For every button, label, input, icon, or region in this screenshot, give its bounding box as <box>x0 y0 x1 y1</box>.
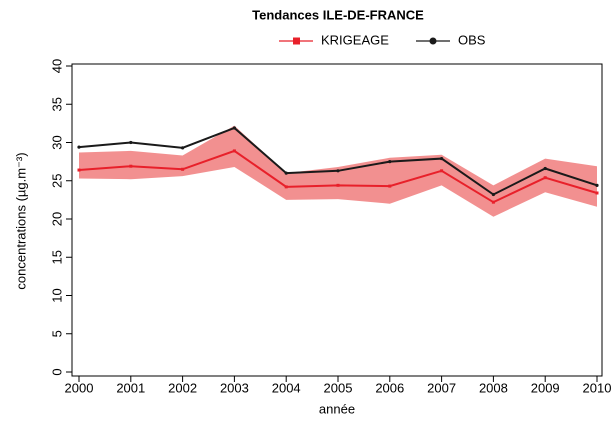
point <box>77 145 81 149</box>
x-tick-label: 2007 <box>427 380 456 395</box>
point <box>181 146 185 150</box>
point <box>440 156 444 161</box>
x-tick-label: 2008 <box>479 380 508 395</box>
point <box>129 140 133 145</box>
y-tick-label: 15 <box>49 250 64 264</box>
point <box>543 166 547 171</box>
point <box>284 185 288 189</box>
point <box>543 176 547 180</box>
point <box>595 183 599 187</box>
y-axis-label: concentrations (µg.m⁻³) <box>13 152 28 289</box>
point <box>232 126 236 130</box>
y-tick-label: 35 <box>49 97 64 111</box>
y-tick-label: 25 <box>49 174 64 188</box>
y-tick-label: 0 <box>49 368 64 375</box>
x-tick-label: 2006 <box>375 380 404 395</box>
point <box>129 164 133 168</box>
x-tick-label: 2003 <box>220 380 249 395</box>
x-tick-label: 2000 <box>65 380 94 395</box>
x-tick-label: 2005 <box>324 380 353 395</box>
plot-frame <box>71 63 603 377</box>
chart-title: Tendances ILE-DE-FRANCE <box>252 7 424 22</box>
point <box>336 183 340 187</box>
legend-marker <box>429 37 437 45</box>
point <box>181 167 185 171</box>
point <box>284 171 288 175</box>
x-tick-label: 2010 <box>583 380 612 395</box>
point <box>232 149 236 153</box>
point <box>388 160 392 164</box>
legend-label: KRIGEAGE <box>321 32 389 47</box>
y-tick-label: 40 <box>49 59 64 73</box>
legend-label: OBS <box>458 32 486 47</box>
point <box>491 192 495 197</box>
y-tick-label: 30 <box>49 135 64 149</box>
point <box>440 169 444 173</box>
point <box>491 200 495 204</box>
point <box>388 184 392 188</box>
x-tick-label: 2001 <box>116 380 145 395</box>
y-tick-label: 20 <box>49 212 64 226</box>
x-tick-label: 2004 <box>272 380 301 395</box>
legend-marker <box>293 37 300 45</box>
y-tick-label: 10 <box>49 288 64 302</box>
point <box>336 169 340 173</box>
point <box>595 191 599 195</box>
x-tick-label: 2002 <box>168 380 197 395</box>
x-axis-label: année <box>319 401 355 416</box>
x-tick-label: 2009 <box>531 380 560 395</box>
point <box>77 168 81 172</box>
y-tick-label: 5 <box>49 330 64 337</box>
